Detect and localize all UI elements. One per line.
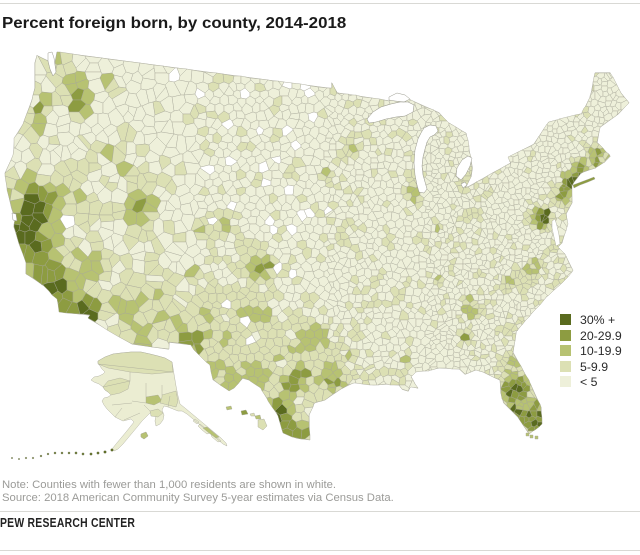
svg-text:20-29.9: 20-29.9 <box>580 329 622 343</box>
svg-text:< 5: < 5 <box>580 375 598 389</box>
svg-text:10-19.9: 10-19.9 <box>580 344 622 358</box>
svg-text:30% +: 30% + <box>580 313 615 327</box>
svg-text:5-9.9: 5-9.9 <box>580 360 608 374</box>
